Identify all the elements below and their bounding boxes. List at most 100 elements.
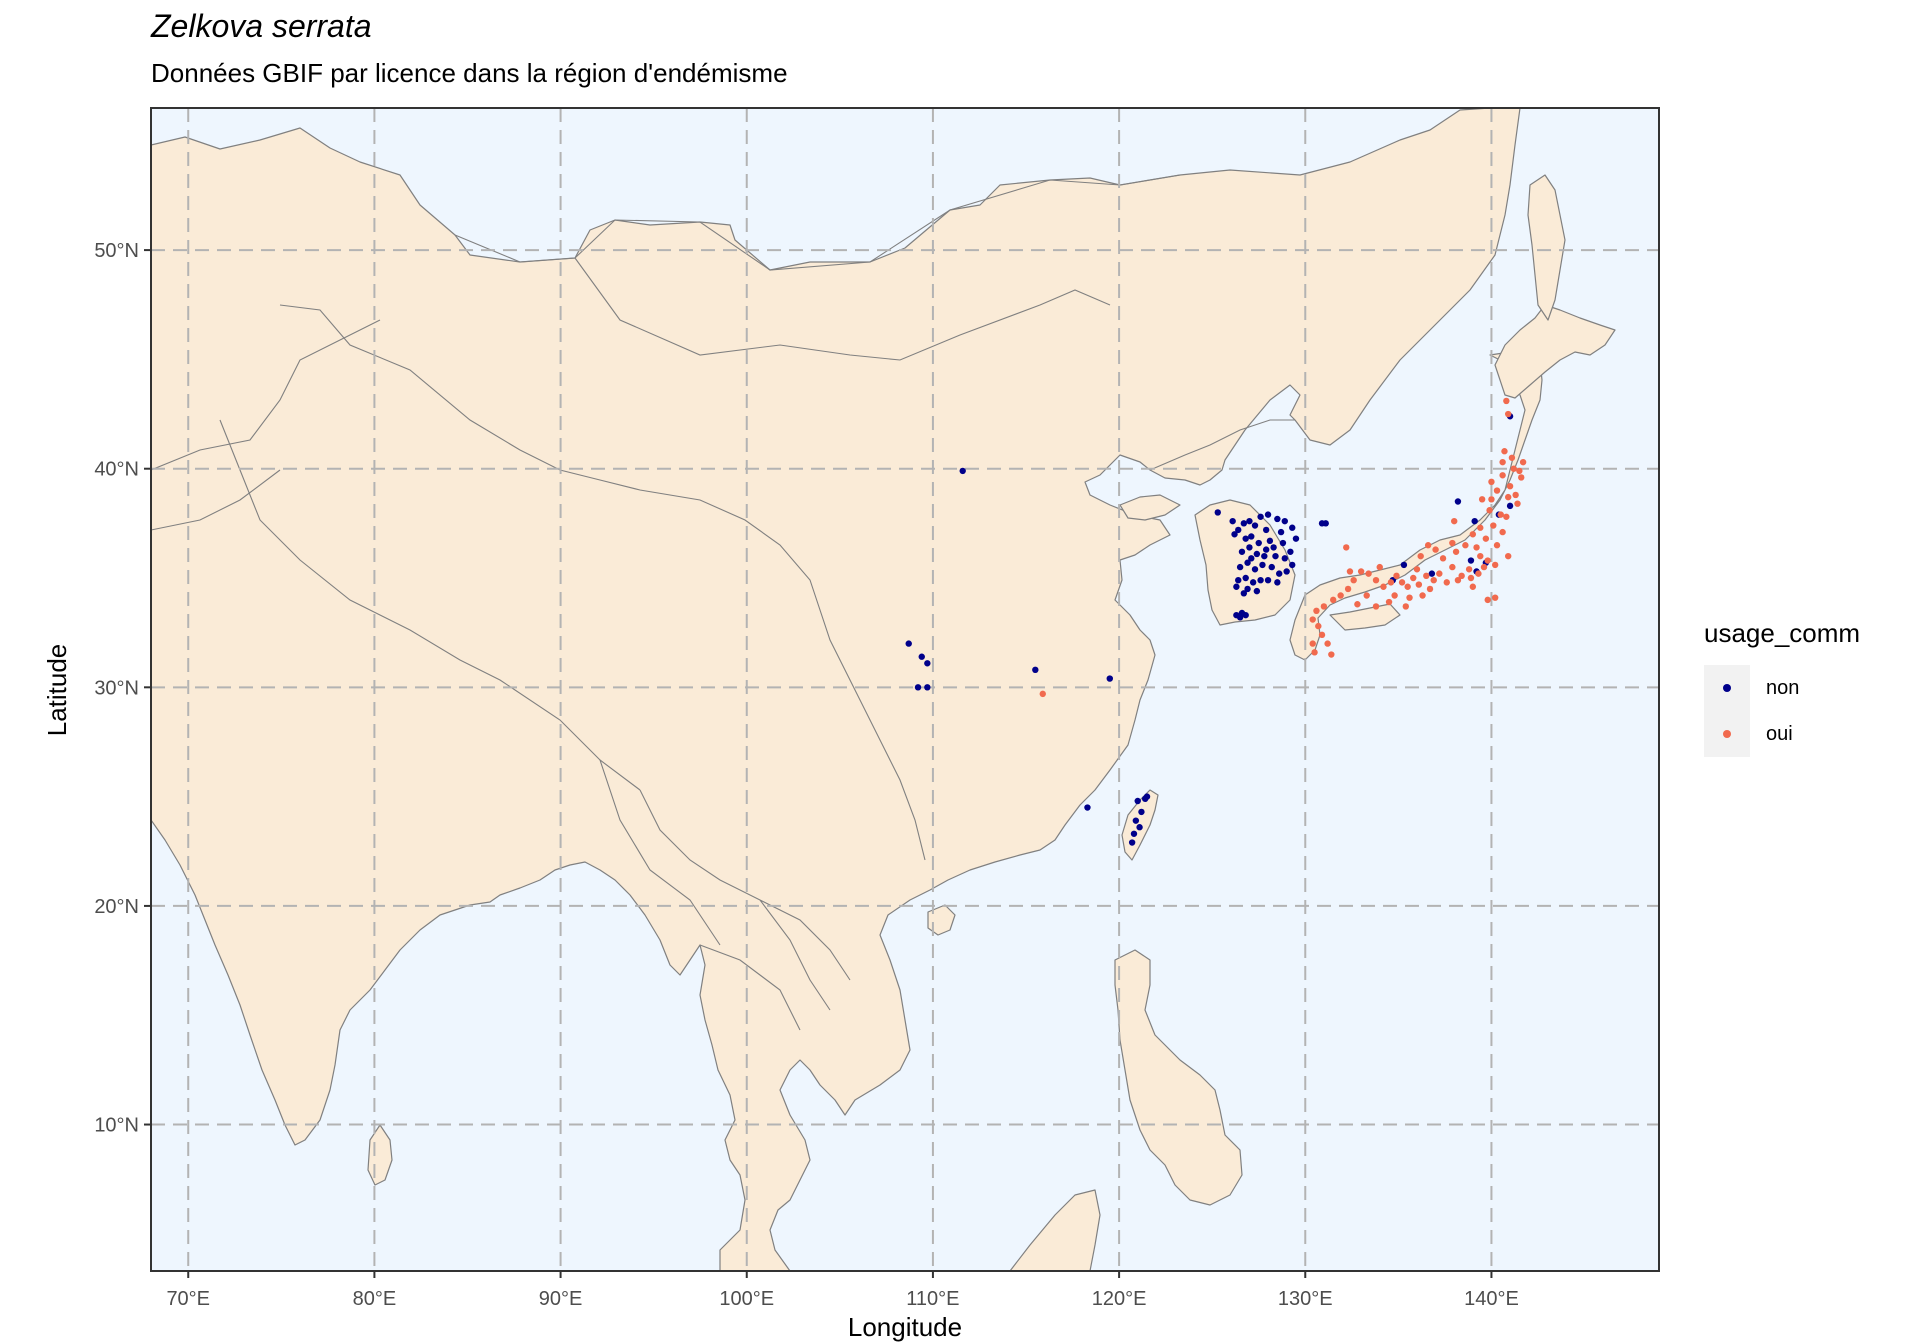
point-oui-39: [1415, 581, 1423, 588]
point-oui-14: [1497, 511, 1504, 518]
x-axis: 70°E 80°E 90°E 100°E 110°E 120°E 130°E 140°E: [166, 1271, 1519, 1310]
point-non-76: [1467, 557, 1475, 564]
point-non-34: [1244, 559, 1251, 566]
point-non-70: [1128, 839, 1136, 846]
point-non-36: [1259, 561, 1266, 569]
border-india: [219, 419, 641, 791]
point-oui-67: [1328, 651, 1335, 658]
points-layer: [905, 397, 1527, 846]
point-oui-9: [1493, 487, 1501, 494]
point-oui-50: [1344, 585, 1352, 593]
point-non-6: [1032, 666, 1039, 674]
border-se-asia: [639, 789, 851, 1031]
point-non-59: [1248, 555, 1255, 562]
x-tick-label-3: 100°E: [719, 1288, 774, 1310]
point-oui-66: [1311, 649, 1318, 656]
point-non-43: [1257, 576, 1264, 584]
point-non-1: [905, 640, 912, 647]
point-non-0: [959, 467, 966, 475]
point-oui-13: [1486, 507, 1493, 514]
point-oui-76: [1469, 583, 1477, 590]
point-non-13: [1246, 517, 1253, 525]
point-oui-25: [1484, 557, 1491, 564]
point-non-42: [1249, 579, 1257, 586]
point-oui-5: [1510, 465, 1517, 472]
point-non-72: [1471, 517, 1478, 525]
point-non-68: [1136, 824, 1143, 831]
point-oui-19: [1482, 535, 1490, 542]
point-oui-1: [1503, 397, 1510, 405]
x-tick-label-5: 120°E: [1092, 1288, 1147, 1310]
point-non-19: [1277, 528, 1285, 536]
point-oui-51: [1337, 592, 1344, 599]
point-oui-84: [1484, 596, 1491, 604]
point-non-49: [1240, 590, 1248, 597]
point-non-71: [1454, 498, 1462, 505]
y-axis: 10°N 20°N 30°N 40°N 50°N: [94, 240, 151, 1137]
point-oui-22: [1462, 542, 1469, 549]
point-non-44: [1264, 576, 1272, 584]
point-oui-55: [1372, 603, 1380, 610]
point-non-58: [1261, 552, 1268, 560]
point-non-17: [1262, 526, 1270, 534]
point-non-14: [1251, 522, 1259, 529]
point-non-9: [1214, 509, 1221, 516]
point-non-28: [1253, 550, 1261, 558]
point-oui-38: [1423, 572, 1430, 580]
point-oui-48: [1357, 568, 1365, 575]
point-oui-36: [1436, 570, 1443, 577]
point-non-57: [1231, 531, 1238, 538]
point-non-18: [1274, 515, 1281, 523]
point-oui-4: [1508, 454, 1516, 461]
legend-item-non: non: [1704, 665, 1860, 711]
point-non-55: [1289, 524, 1296, 531]
point-non-56: [1281, 517, 1288, 525]
point-non-24: [1279, 539, 1287, 547]
point-oui-2: [1505, 410, 1512, 418]
point-non-39: [1283, 568, 1290, 575]
point-oui-82: [1376, 563, 1383, 571]
point-non-53: [1236, 614, 1244, 621]
point-oui-69: [1343, 544, 1350, 551]
point-oui-6: [1499, 472, 1506, 479]
point-oui-17: [1477, 524, 1484, 531]
point-oui-77: [1454, 576, 1462, 584]
point-oui-78: [1443, 579, 1450, 586]
point-non-35: [1251, 566, 1259, 573]
point-oui-12: [1488, 496, 1495, 503]
point-non-38: [1276, 570, 1283, 577]
point-non-67: [1143, 793, 1151, 800]
point-oui-53: [1363, 592, 1370, 599]
point-oui-87: [1503, 513, 1510, 520]
hokkaido: [1494, 304, 1616, 399]
y-tick-label-0: 10°N: [94, 1115, 139, 1137]
point-non-60: [1270, 544, 1277, 551]
legend-label-oui: oui: [1766, 722, 1793, 745]
point-oui-35: [1417, 552, 1424, 560]
point-oui-65: [1324, 640, 1331, 647]
x-tick-label-2: 90°E: [539, 1288, 583, 1310]
point-oui-7: [1518, 474, 1525, 481]
point-oui-73: [1519, 458, 1527, 466]
y-axis-title: Latitude: [42, 644, 72, 737]
point-oui-40: [1410, 574, 1417, 582]
point-oui-56: [1385, 598, 1393, 606]
point-oui-58: [1402, 603, 1410, 610]
point-oui-79: [1505, 552, 1512, 560]
legend-label-non: non: [1766, 676, 1800, 699]
point-non-29: [1262, 546, 1270, 553]
point-oui-15: [1490, 522, 1497, 529]
point-oui-68: [1309, 640, 1316, 647]
point-oui-70: [1451, 517, 1458, 525]
point-non-32: [1289, 561, 1296, 569]
y-tick-label-2: 30°N: [94, 677, 139, 699]
point-oui-16: [1499, 528, 1506, 536]
point-oui-11: [1514, 500, 1521, 507]
point-non-31: [1281, 555, 1288, 562]
point-oui-52: [1329, 596, 1337, 604]
point-oui-49: [1350, 576, 1357, 584]
legend-item-oui: oui: [1704, 711, 1860, 757]
point-non-12: [1240, 520, 1248, 527]
point-oui-62: [1309, 616, 1316, 623]
point-oui-44: [1387, 579, 1395, 586]
